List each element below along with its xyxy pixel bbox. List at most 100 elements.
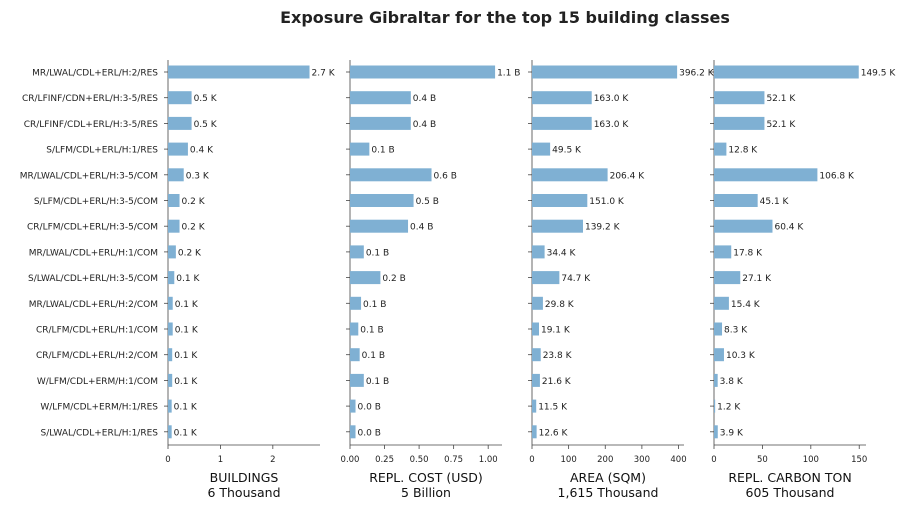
- bar: [532, 348, 541, 362]
- bar: [532, 65, 678, 79]
- bar: [532, 425, 537, 439]
- x-tick-label: 400: [670, 455, 686, 465]
- data-label: 0.0 B: [358, 428, 381, 438]
- data-label: 15.4 K: [731, 300, 761, 310]
- bar: [350, 373, 364, 387]
- bar: [532, 219, 583, 233]
- data-label: 19.1 K: [541, 326, 571, 336]
- bar: [714, 65, 859, 79]
- bar: [532, 373, 540, 387]
- data-label: 12.6 K: [539, 428, 569, 438]
- bar: [350, 168, 432, 182]
- bar: [350, 219, 409, 233]
- data-label: 0.1 B: [360, 326, 383, 336]
- bar: [168, 296, 173, 310]
- category-label: CR/LFM/CDL+ERL/H:1/COM: [36, 326, 158, 336]
- bar: [532, 168, 608, 182]
- bar: [350, 399, 356, 413]
- x-axis-subtitle: 5 Billion: [401, 485, 451, 500]
- bar: [350, 116, 411, 130]
- category-label: CR/LFM/CDL+ERL/H:3-5/COM: [27, 223, 158, 233]
- x-axis-title: BUILDINGS: [210, 470, 279, 485]
- data-label: 29.8 K: [545, 300, 575, 310]
- data-label: 45.1 K: [760, 197, 790, 207]
- bar: [714, 168, 818, 182]
- data-label: 23.8 K: [543, 351, 573, 361]
- data-label: 52.1 K: [766, 94, 796, 104]
- data-label: 1.2 K: [717, 403, 741, 413]
- bar: [350, 142, 370, 156]
- x-tick-label: 150: [851, 455, 867, 465]
- data-label: 163.0 K: [594, 120, 630, 130]
- bar: [714, 322, 723, 336]
- data-label: 151.0 K: [589, 197, 625, 207]
- x-tick-label: 300: [634, 455, 650, 465]
- category-label: MR/LWAL/CDL+ERL/H:2/RES: [32, 69, 158, 79]
- bar: [168, 219, 180, 233]
- x-tick-label: 50: [757, 455, 768, 465]
- bar: [168, 91, 192, 105]
- bar: [714, 373, 718, 387]
- data-label: 0.1 B: [366, 248, 389, 258]
- bar: [168, 348, 173, 362]
- bar: [350, 91, 411, 105]
- x-tick-label: 1.00: [479, 455, 498, 465]
- x-axis-subtitle: 1,615 Thousand: [558, 485, 659, 500]
- data-label: 206.4 K: [610, 171, 646, 181]
- data-label: 12.8 K: [728, 146, 758, 156]
- data-label: 0.2 B: [382, 274, 405, 284]
- bar: [714, 348, 724, 362]
- data-label: 0.1 K: [176, 274, 200, 284]
- data-label: 0.1 K: [174, 403, 198, 413]
- data-label: 139.2 K: [585, 223, 621, 233]
- data-label: 0.1 K: [174, 377, 198, 387]
- data-label: 0.1 K: [175, 326, 199, 336]
- bar: [714, 142, 727, 156]
- x-tick-label: 100: [561, 455, 577, 465]
- category-label: MR/LWAL/CDL+ERL/H:2/COM: [29, 300, 158, 310]
- data-label: 0.5 K: [194, 120, 218, 130]
- data-label: 10.3 K: [726, 351, 756, 361]
- category-label: S/LWAL/CDL+ERL/H:3-5/COM: [28, 274, 158, 284]
- bar: [714, 245, 732, 259]
- bar: [714, 399, 716, 413]
- bar: [168, 245, 176, 259]
- data-label: 3.9 K: [720, 428, 744, 438]
- bar: [532, 194, 588, 207]
- data-label: 0.5 K: [194, 94, 218, 104]
- bar: [714, 219, 773, 233]
- bar: [168, 65, 310, 79]
- x-axis-title: AREA (SQM): [570, 470, 646, 485]
- data-label: 396.2 K: [679, 69, 715, 79]
- data-label: 17.8 K: [733, 248, 763, 258]
- x-axis-title: REPL. CARBON TON: [728, 470, 851, 485]
- bar: [532, 91, 592, 105]
- data-label: 49.5 K: [552, 146, 582, 156]
- category-label: CR/LFINF/CDN+ERL/H:3-5/RES: [22, 94, 158, 104]
- data-label: 149.5 K: [861, 69, 897, 79]
- data-label: 0.4 B: [410, 223, 433, 233]
- bar: [532, 399, 537, 413]
- bar: [168, 168, 184, 182]
- data-label: 0.1 B: [371, 146, 394, 156]
- x-tick-label: 100: [803, 455, 819, 465]
- x-tick-label: 0.00: [341, 455, 360, 465]
- chart-title: Exposure Gibraltar for the top 15 buildi…: [280, 8, 730, 27]
- data-label: 0.3 K: [186, 171, 210, 181]
- data-label: 60.4 K: [774, 223, 804, 233]
- x-axis-subtitle: 6 Thousand: [207, 485, 280, 500]
- category-label: S/LWAL/CDL+ERL/H:1/RES: [40, 428, 158, 438]
- x-tick-label: 0: [165, 455, 170, 465]
- data-label: 0.1 B: [363, 300, 386, 310]
- x-tick-label: 1: [218, 455, 223, 465]
- data-label: 34.4 K: [547, 248, 577, 258]
- bar: [350, 245, 364, 259]
- bar: [168, 322, 173, 336]
- x-tick-label: 0: [711, 455, 716, 465]
- category-label: CR/LFINF/CDL+ERL/H:3-5/RES: [24, 120, 159, 130]
- data-label: 0.2 K: [178, 248, 202, 258]
- bar: [168, 425, 172, 439]
- category-label: W/LFM/CDL+ERM/H:1/COM: [37, 377, 158, 387]
- data-label: 3.8 K: [720, 377, 744, 387]
